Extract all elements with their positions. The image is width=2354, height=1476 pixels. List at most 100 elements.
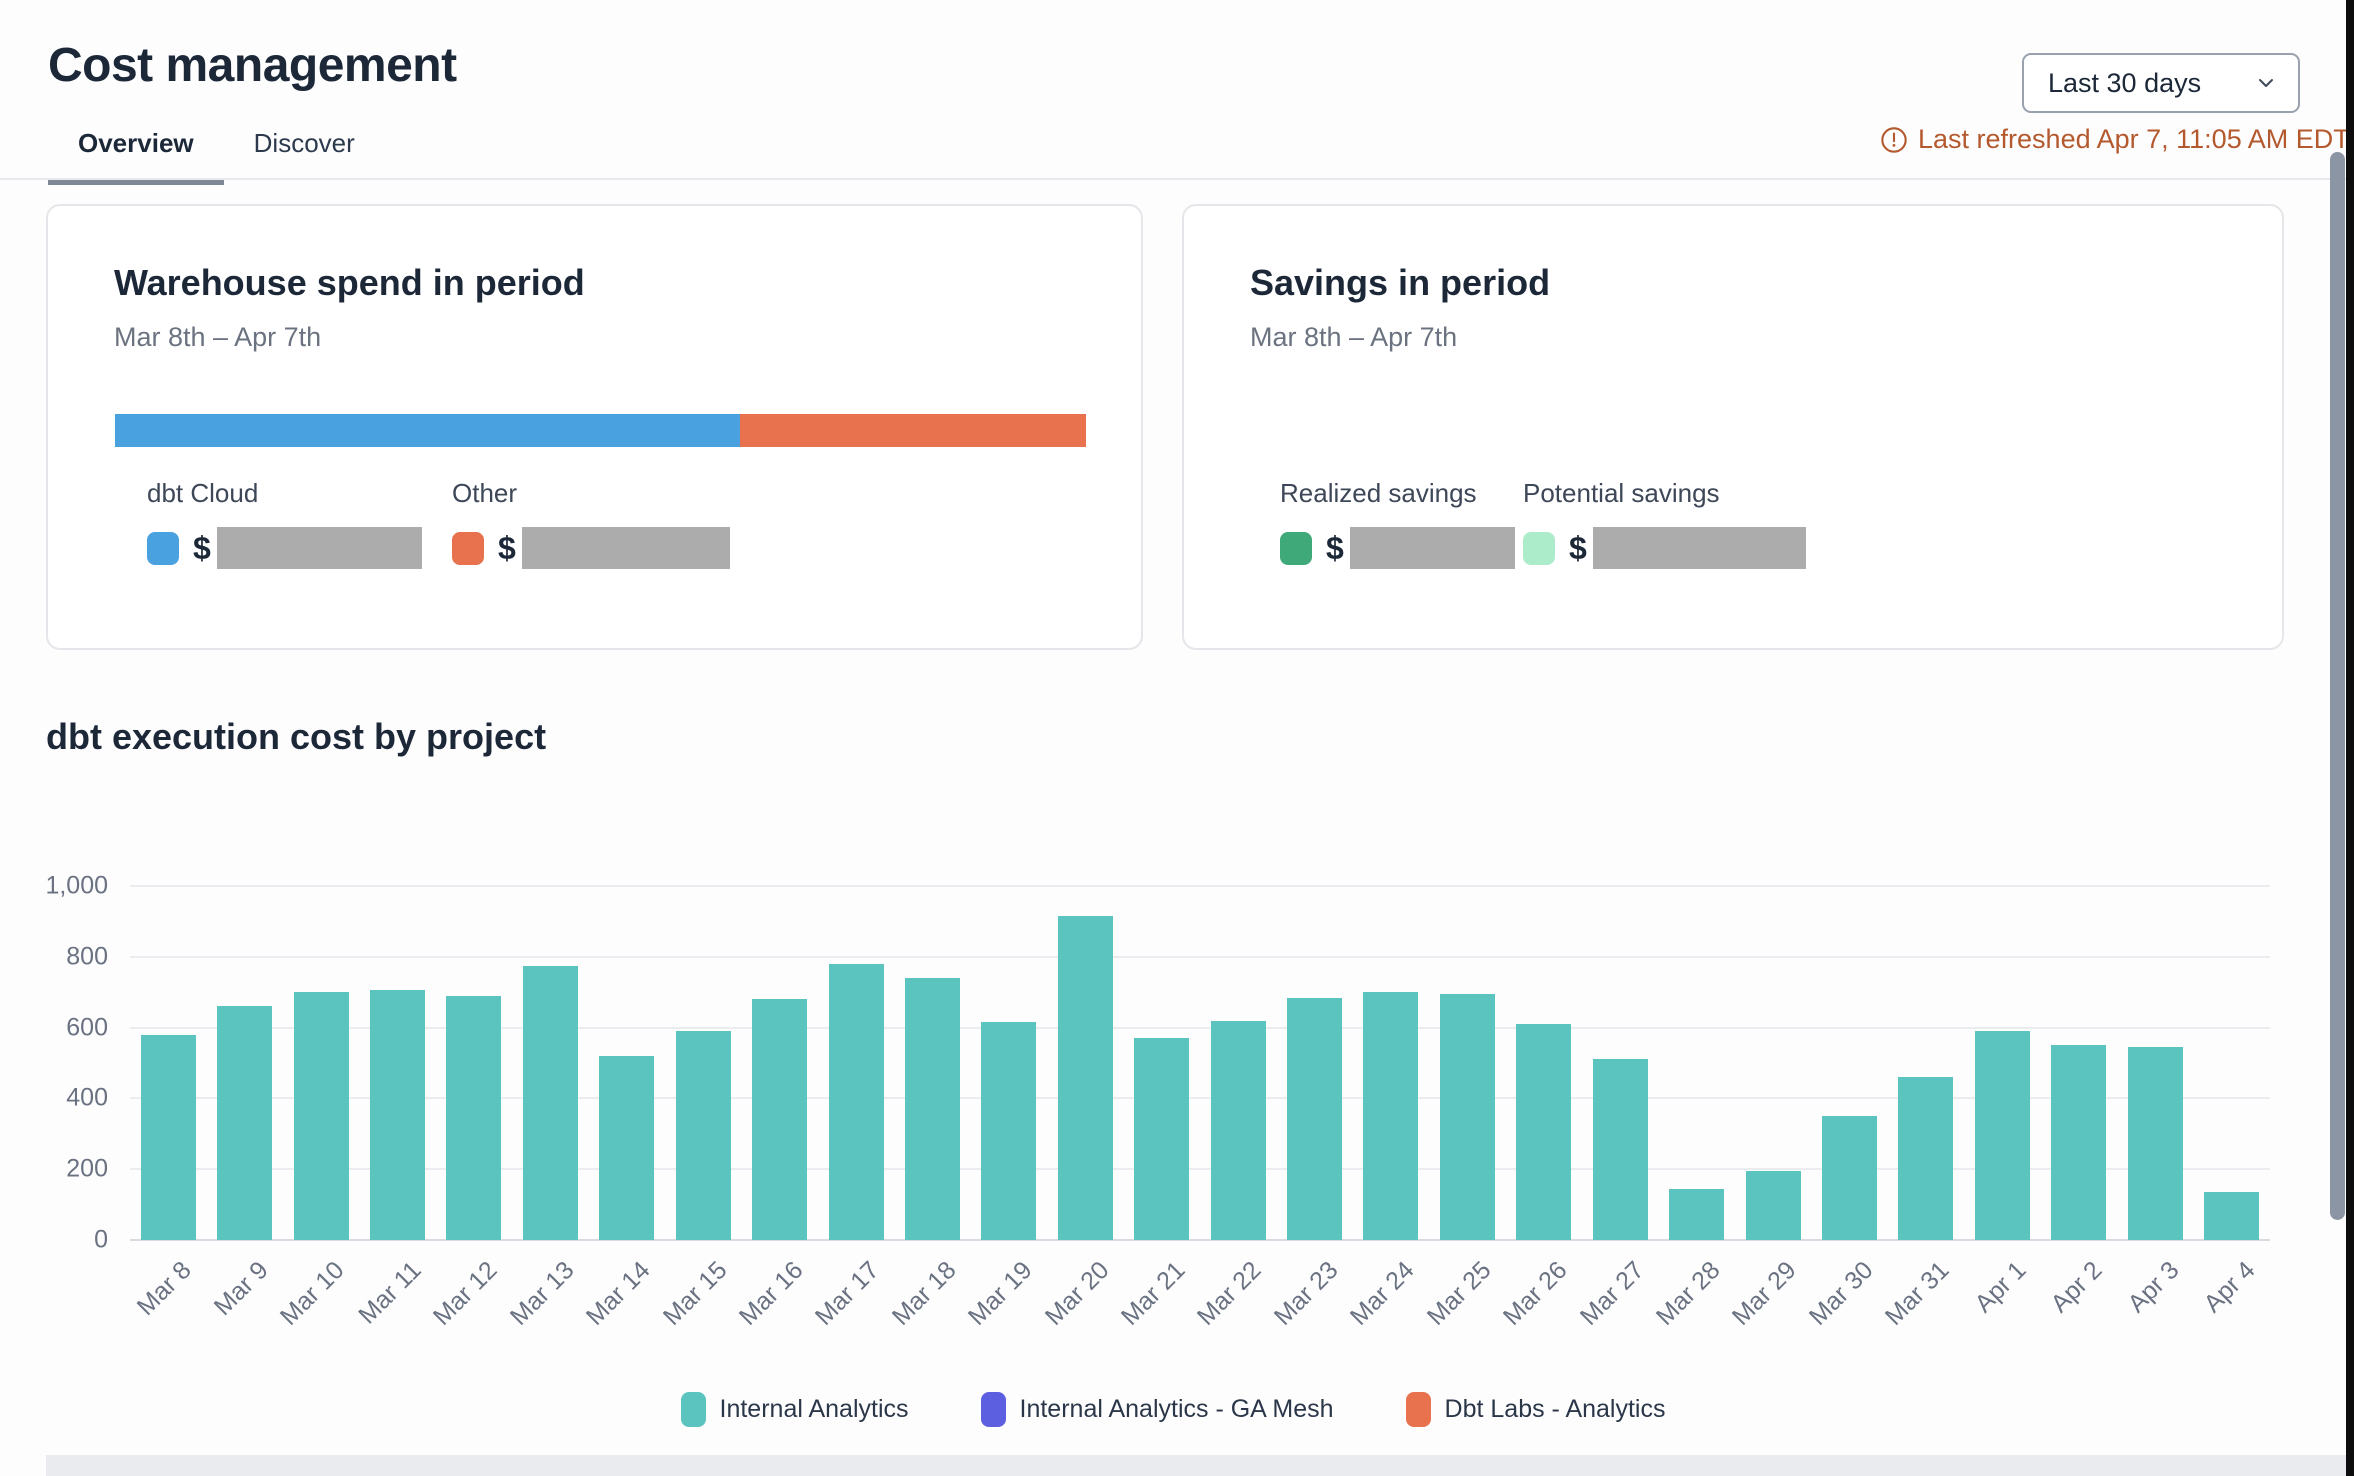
bar-apr-3[interactable]: [2127, 1047, 2183, 1240]
bar-mar-23[interactable]: [1287, 997, 1343, 1240]
x-tick-label: Mar 29: [1727, 1256, 1803, 1331]
metric-label: Realized savings: [1280, 478, 1477, 508]
legend-swatch: [980, 1392, 1006, 1427]
spend-segment-dbt-cloud: [115, 414, 741, 447]
bar-apr-1[interactable]: [1974, 1031, 2030, 1240]
y-tick-label: 800: [66, 942, 108, 971]
potential-savings-swatch: [1523, 531, 1555, 565]
x-tick-label: Mar 8: [132, 1256, 198, 1321]
bar-mar-12[interactable]: [446, 995, 502, 1240]
x-tick-label: Apr 4: [2198, 1256, 2261, 1319]
x-tick-label: Mar 30: [1803, 1256, 1879, 1331]
bar-mar-10[interactable]: [293, 992, 349, 1240]
currency-symbol: $: [1569, 529, 1587, 566]
bar-mar-24[interactable]: [1363, 992, 1419, 1240]
bar-mar-28[interactable]: [1669, 1188, 1725, 1240]
currency-symbol: $: [193, 529, 211, 566]
legend-item-internal-analytics---ga-mesh[interactable]: Internal Analytics - GA Mesh: [980, 1392, 1334, 1427]
bar-mar-17[interactable]: [828, 963, 884, 1240]
tab-overview[interactable]: Overview: [48, 128, 224, 185]
redacted-value: [216, 527, 422, 569]
bar-mar-26[interactable]: [1516, 1024, 1572, 1240]
redacted-value: [521, 527, 730, 569]
x-tick-label: Mar 21: [1115, 1256, 1191, 1331]
horizontal-scrollbar-track[interactable]: [46, 1455, 2346, 1476]
gridline: [130, 1168, 2270, 1171]
x-tick-label: Mar 13: [504, 1256, 580, 1331]
x-tick-label: Mar 27: [1574, 1256, 1650, 1331]
tab-discover[interactable]: Discover: [253, 128, 355, 158]
window-edge: [2346, 0, 2354, 1476]
last-refreshed-status: Last refreshed Apr 7, 11:05 AM EDT: [1880, 124, 2350, 155]
bar-mar-11[interactable]: [369, 990, 425, 1240]
bar-slot: Mar 20: [1039, 886, 1123, 1331]
last-refreshed-text: Last refreshed Apr 7, 11:05 AM EDT: [1918, 124, 2350, 154]
tab-bar: Overview Discover: [48, 128, 385, 185]
bar-mar-30[interactable]: [1821, 1116, 1877, 1240]
other-swatch: [452, 531, 484, 565]
currency-symbol: $: [498, 529, 516, 566]
bar-slot: Mar 22: [1192, 886, 1276, 1331]
y-tick-label: 600: [66, 1013, 108, 1042]
vertical-scrollbar-thumb[interactable]: [2330, 152, 2345, 1220]
x-tick-label: Apr 2: [2045, 1256, 2108, 1319]
bar-series: Mar 8 Mar 9 Mar 10 Mar 11 Mar 12 Mar 13 Mar 14…: [130, 886, 2270, 1331]
x-tick-label: Mar 17: [810, 1256, 885, 1331]
x-tick-label: Mar 25: [1421, 1256, 1497, 1331]
bar-mar-25[interactable]: [1439, 993, 1495, 1240]
dbt-cloud-swatch: [147, 531, 179, 565]
bar-mar-8[interactable]: [140, 1034, 196, 1240]
chevron-down-icon: [2254, 71, 2278, 95]
metric-label: Potential savings: [1523, 478, 1720, 508]
legend-label: Dbt Labs - Analytics: [1444, 1395, 1666, 1423]
bar-mar-22[interactable]: [1210, 1020, 1266, 1240]
bar-mar-27[interactable]: [1592, 1059, 1648, 1240]
bar-slot: Mar 12: [428, 886, 512, 1331]
x-tick-label: Mar 19: [963, 1256, 1038, 1331]
x-tick-label: Apr 3: [2122, 1256, 2185, 1319]
bar-slot: Mar 17: [810, 886, 894, 1331]
card-title: Savings in period: [1250, 262, 1551, 303]
bar-mar-31[interactable]: [1898, 1077, 1954, 1240]
x-tick-label: Mar 15: [657, 1256, 733, 1331]
bar-slot: Mar 30: [1804, 886, 1887, 1331]
bar-mar-18[interactable]: [904, 978, 960, 1240]
bar-apr-2[interactable]: [2051, 1045, 2107, 1240]
legend-item-internal-analytics[interactable]: Internal Analytics: [680, 1392, 909, 1427]
x-tick-label: Mar 14: [580, 1256, 656, 1331]
bar-mar-19[interactable]: [981, 1022, 1037, 1240]
bar-slot: Apr 3: [2117, 886, 2193, 1318]
bar-slot: Mar 19: [963, 886, 1047, 1331]
bar-mar-21[interactable]: [1134, 1038, 1190, 1240]
alert-circle-icon: [1880, 126, 1908, 154]
bar-apr-4[interactable]: [2204, 1192, 2260, 1240]
bar-mar-15[interactable]: [675, 1031, 731, 1240]
bar-slot: Mar 23: [1269, 886, 1352, 1331]
bar-slot: Apr 4: [2193, 886, 2269, 1318]
bar-mar-13[interactable]: [522, 965, 578, 1240]
x-tick-label: Mar 18: [886, 1256, 962, 1331]
bar-mar-14[interactable]: [599, 1055, 655, 1240]
y-tick-label: 0: [94, 1225, 108, 1254]
x-tick-label: Mar 9: [208, 1256, 274, 1321]
x-tick-label: Mar 10: [275, 1256, 351, 1331]
legend-item-dbt-labs---analytics[interactable]: Dbt Labs - Analytics: [1405, 1392, 1666, 1427]
legend-label: Internal Analytics: [719, 1395, 909, 1423]
date-range-value: Last 30 days: [2048, 67, 2202, 98]
spend-segment-other: [740, 414, 1086, 447]
bar-mar-16[interactable]: [752, 999, 808, 1240]
bar-mar-9[interactable]: [217, 1006, 273, 1240]
bar-mar-20[interactable]: [1057, 916, 1113, 1240]
x-tick-label: Mar 16: [733, 1256, 809, 1331]
x-tick-label: Mar 12: [428, 1256, 503, 1331]
date-range-dropdown[interactable]: Last 30 days: [2022, 53, 2300, 113]
bar-mar-29[interactable]: [1745, 1170, 1801, 1240]
gridline: [130, 1026, 2270, 1029]
x-tick-label: Mar 31: [1880, 1256, 1955, 1331]
metric-label: Other: [452, 478, 518, 508]
tab-bar-divider: [0, 178, 2346, 180]
bar-slot: Mar 18: [887, 886, 970, 1331]
x-tick-label: Mar 26: [1497, 1256, 1573, 1331]
legend-swatch: [680, 1392, 706, 1427]
